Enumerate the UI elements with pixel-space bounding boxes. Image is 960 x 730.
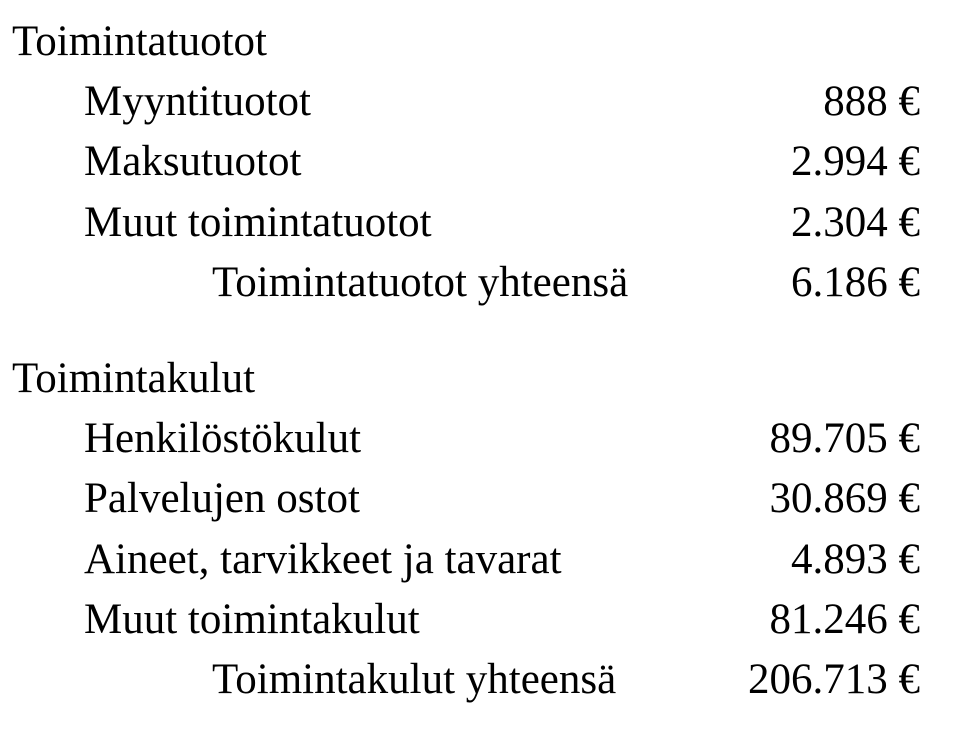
row-label: Toimintatuotot yhteensä: [212, 253, 628, 313]
row-value: 4.893 €: [771, 530, 920, 590]
row-label: Myyntituotot: [84, 72, 311, 132]
row-value: 206.713 €: [728, 650, 920, 710]
expense-row: Muut toimintakulut 81.246 €: [12, 590, 920, 650]
row-label: Muut toimintatuotot: [84, 193, 432, 253]
row-label: Aineet, tarvikkeet ja tavarat: [84, 530, 562, 590]
income-row: Muut toimintatuotot 2.304 €: [12, 193, 920, 253]
expenses-heading: Toimintakulut: [12, 349, 920, 409]
income-heading: Toimintatuotot: [12, 12, 920, 72]
expense-row: Palvelujen ostot 30.869 €: [12, 469, 920, 529]
income-total-row: Toimintatuotot yhteensä 6.186 €: [12, 253, 920, 313]
row-value: 6.186 €: [771, 253, 920, 313]
financial-statement: Toimintatuotot Myyntituotot 888 € Maksut…: [0, 0, 960, 730]
row-label: Maksutuotot: [84, 132, 301, 192]
income-row: Myyntituotot 888 €: [12, 72, 920, 132]
expense-row: Henkilöstökulut 89.705 €: [12, 409, 920, 469]
expense-row: Aineet, tarvikkeet ja tavarat 4.893 €: [12, 530, 920, 590]
row-label: Palvelujen ostot: [84, 469, 360, 529]
expense-total-row: Toimintakulut yhteensä 206.713 €: [12, 650, 920, 710]
row-value: 89.705 €: [750, 409, 921, 469]
row-value: 30.869 €: [750, 469, 921, 529]
row-value: 888 €: [803, 72, 920, 132]
row-value: 2.304 €: [771, 193, 920, 253]
row-value: 81.246 €: [750, 590, 921, 650]
row-label: Toimintakulut yhteensä: [212, 650, 616, 710]
section-gap: [12, 313, 920, 349]
income-row: Maksutuotot 2.994 €: [12, 132, 920, 192]
row-label: Muut toimintakulut: [84, 590, 420, 650]
row-value: 2.994 €: [771, 132, 920, 192]
row-label: Henkilöstökulut: [84, 409, 361, 469]
